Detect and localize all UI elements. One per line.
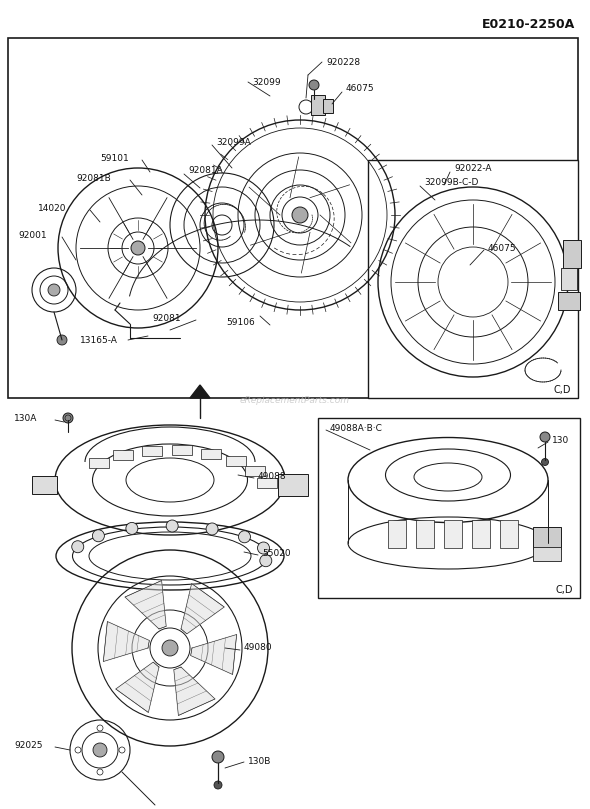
- Bar: [8, 38, 578, 398]
- Bar: [533, 547, 561, 561]
- Bar: [142, 446, 162, 455]
- Text: 46075: 46075: [346, 83, 375, 92]
- Bar: [113, 450, 133, 460]
- Text: 130: 130: [552, 435, 569, 444]
- Polygon shape: [125, 581, 166, 629]
- Circle shape: [292, 207, 308, 223]
- Bar: [32, 476, 57, 494]
- Text: 32099B-C-D: 32099B-C-D: [424, 177, 478, 187]
- Bar: [245, 466, 265, 476]
- Circle shape: [63, 413, 73, 423]
- Circle shape: [126, 523, 138, 535]
- Bar: [500, 520, 518, 548]
- Text: 59106: 59106: [226, 317, 255, 327]
- Circle shape: [48, 284, 60, 296]
- Circle shape: [542, 459, 549, 465]
- Polygon shape: [190, 385, 210, 398]
- Text: 49088: 49088: [258, 472, 287, 481]
- Bar: [388, 520, 406, 548]
- Text: 46075: 46075: [488, 244, 517, 252]
- Text: C,D: C,D: [555, 585, 572, 595]
- Bar: [257, 478, 277, 488]
- Circle shape: [131, 241, 145, 255]
- Text: 92081B: 92081B: [76, 173, 111, 183]
- Text: C,D: C,D: [554, 385, 572, 395]
- Circle shape: [166, 520, 178, 532]
- Polygon shape: [191, 634, 237, 675]
- Bar: [533, 527, 561, 549]
- Bar: [416, 520, 434, 548]
- Bar: [323, 99, 333, 113]
- Circle shape: [260, 555, 272, 566]
- Bar: [472, 520, 490, 548]
- Bar: [368, 160, 578, 398]
- Polygon shape: [181, 583, 224, 634]
- Polygon shape: [174, 667, 215, 715]
- Text: 59101: 59101: [100, 154, 129, 163]
- Bar: [318, 418, 580, 598]
- Bar: [278, 474, 308, 496]
- Circle shape: [257, 542, 270, 554]
- Text: 130A: 130A: [14, 413, 37, 422]
- Circle shape: [238, 531, 251, 543]
- Circle shape: [214, 781, 222, 789]
- Text: 32099A: 32099A: [216, 138, 251, 146]
- Text: 92001: 92001: [18, 231, 47, 239]
- Text: 14020: 14020: [38, 204, 67, 213]
- Text: E0210-2250A: E0210-2250A: [482, 18, 575, 31]
- Circle shape: [72, 540, 84, 553]
- Bar: [89, 458, 109, 468]
- Text: 92025: 92025: [14, 740, 42, 749]
- Bar: [172, 445, 192, 455]
- Text: 13165-A: 13165-A: [80, 336, 118, 345]
- Circle shape: [57, 335, 67, 345]
- Text: 92081: 92081: [152, 314, 181, 323]
- Bar: [311, 95, 325, 115]
- Text: eReplacementParts.com: eReplacementParts.com: [240, 396, 350, 404]
- Circle shape: [93, 743, 107, 757]
- Bar: [563, 240, 581, 268]
- Circle shape: [93, 530, 104, 542]
- Circle shape: [212, 751, 224, 763]
- Bar: [226, 455, 246, 466]
- Text: 920228: 920228: [326, 57, 360, 66]
- Bar: [201, 449, 221, 459]
- Circle shape: [162, 640, 178, 656]
- Text: 49088A·B·C: 49088A·B·C: [330, 423, 383, 433]
- Text: 130B: 130B: [248, 757, 271, 766]
- Circle shape: [206, 523, 218, 535]
- Text: 92022-A: 92022-A: [454, 163, 491, 172]
- Polygon shape: [103, 621, 149, 662]
- Text: 55020: 55020: [262, 549, 291, 558]
- Bar: [444, 520, 462, 548]
- Bar: [561, 268, 577, 290]
- Circle shape: [309, 80, 319, 90]
- Bar: [558, 292, 580, 310]
- Circle shape: [540, 432, 550, 442]
- Text: 92081A: 92081A: [188, 166, 223, 175]
- Text: 49080: 49080: [244, 643, 273, 653]
- Text: 32099: 32099: [252, 78, 281, 87]
- Polygon shape: [116, 662, 159, 713]
